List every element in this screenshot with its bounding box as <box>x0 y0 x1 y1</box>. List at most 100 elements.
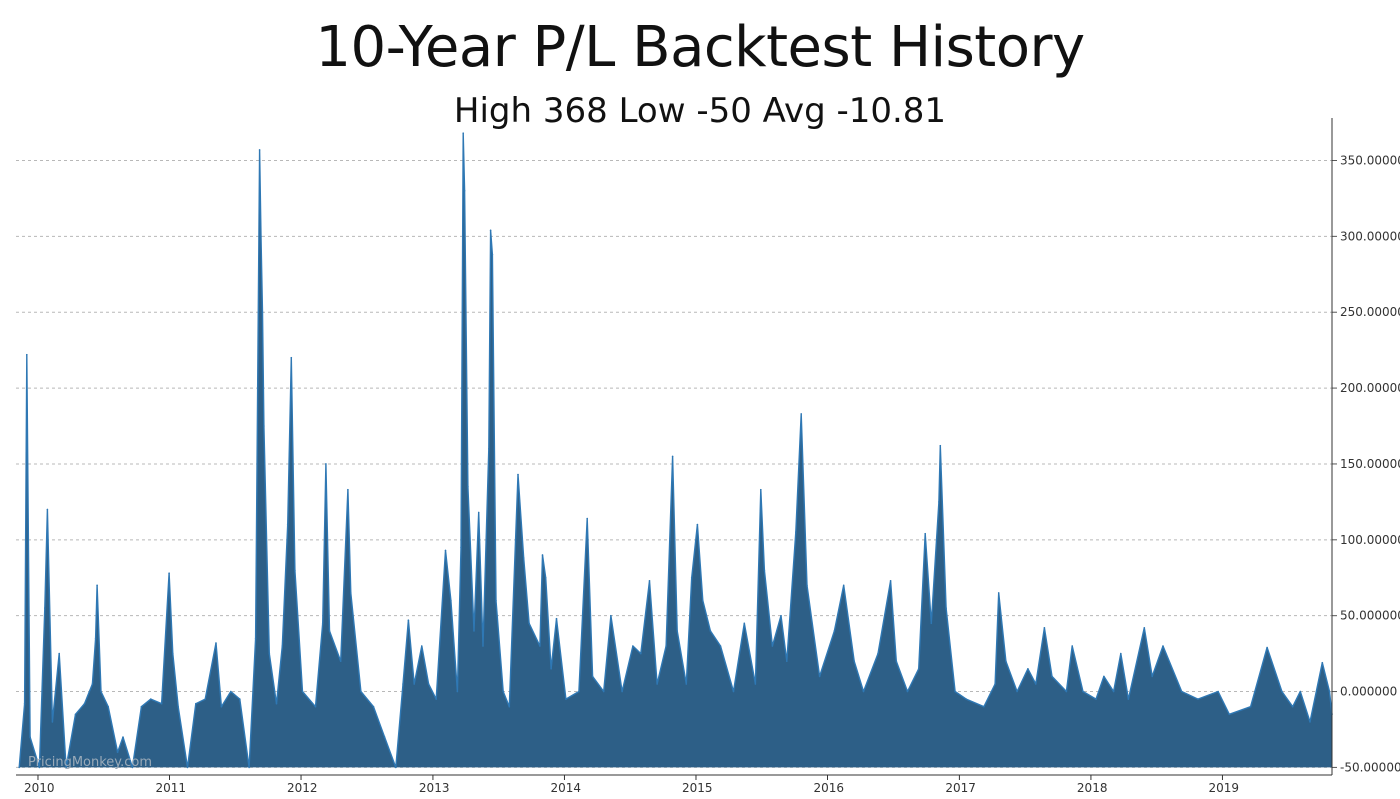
data-point <box>38 766 41 769</box>
data-point <box>541 554 544 556</box>
data-point <box>122 736 124 738</box>
chart-title: 10-Year P/L Backtest History <box>315 15 1085 80</box>
data-point <box>489 229 492 232</box>
data-point <box>301 690 304 693</box>
data-point <box>1299 690 1302 693</box>
data-point <box>696 523 699 526</box>
data-point <box>339 660 342 662</box>
x-tick-label: 2019 <box>1208 781 1239 795</box>
data-point <box>150 698 152 700</box>
data-point <box>261 311 264 314</box>
data-point <box>350 592 352 594</box>
data-point <box>895 660 898 662</box>
data-point <box>754 683 757 685</box>
series-area <box>19 133 1333 768</box>
data-point <box>383 736 386 738</box>
data-point <box>321 622 324 625</box>
data-point <box>818 675 821 678</box>
data-point <box>1027 668 1029 670</box>
y-tick-label: 250.000000 <box>1340 305 1400 319</box>
y-tick-label: 300.000000 <box>1340 229 1400 243</box>
data-point <box>131 766 134 769</box>
data-point <box>258 149 261 151</box>
y-tick-label: -50.000000 <box>1340 760 1400 774</box>
data-point <box>46 508 49 511</box>
x-tick-label: 2016 <box>814 781 845 795</box>
data-point <box>795 531 797 533</box>
data-point <box>877 652 879 655</box>
data-point <box>491 253 494 256</box>
data-point <box>1051 675 1053 678</box>
data-point <box>1112 690 1115 693</box>
x-tick-label: 2012 <box>287 781 318 795</box>
data-point <box>743 622 746 625</box>
y-tick-label: 100.000000 <box>1340 533 1400 547</box>
data-point <box>640 652 642 655</box>
data-point <box>1249 705 1252 708</box>
data-point <box>1228 713 1231 716</box>
data-point <box>702 599 704 602</box>
data-point <box>1095 698 1097 700</box>
y-tick-label: 150.000000 <box>1340 457 1400 471</box>
data-point <box>421 645 423 647</box>
data-point <box>186 766 189 769</box>
data-point <box>1043 627 1046 629</box>
data-point <box>482 645 484 647</box>
data-point <box>806 584 808 587</box>
data-point <box>997 592 1000 594</box>
data-point <box>100 690 102 693</box>
data-point <box>44 607 46 609</box>
data-point <box>160 702 163 705</box>
data-point <box>51 721 54 723</box>
data-point <box>544 576 547 579</box>
data-point <box>1127 698 1130 700</box>
data-point <box>1266 646 1268 649</box>
data-point <box>1005 660 1007 662</box>
data-point <box>842 584 845 587</box>
data-point <box>140 705 143 708</box>
data-point <box>91 683 94 685</box>
data-point <box>954 690 956 693</box>
data-point <box>676 630 678 632</box>
data-point <box>924 532 926 535</box>
data-point <box>539 645 541 647</box>
data-point <box>395 766 397 769</box>
data-point <box>1143 627 1146 629</box>
data-point <box>18 766 21 769</box>
data-point <box>786 660 788 662</box>
data-point <box>1180 690 1183 693</box>
data-point <box>460 546 462 549</box>
chart-subtitle: High 368 Low -50 Avg -10.81 <box>453 91 947 131</box>
data-point <box>1065 690 1068 693</box>
data-point <box>1071 645 1073 647</box>
data-point <box>833 630 836 632</box>
data-point <box>760 488 762 491</box>
y-tick-label: 350.000000 <box>1340 153 1400 167</box>
y-tick-label: 0.000000 <box>1340 685 1397 699</box>
data-point <box>215 642 217 644</box>
x-tick-label: 2013 <box>419 781 450 795</box>
data-point <box>800 413 802 415</box>
data-point <box>239 698 241 700</box>
x-tick-label: 2018 <box>1077 781 1108 795</box>
data-point <box>1016 690 1018 693</box>
data-point <box>1082 690 1084 693</box>
data-point <box>1103 675 1105 678</box>
data-point <box>325 463 327 465</box>
data-point <box>945 607 947 609</box>
data-point <box>275 702 278 705</box>
data-point <box>983 705 985 708</box>
data-point <box>107 705 109 708</box>
data-point <box>665 645 667 647</box>
data-point <box>709 630 712 632</box>
data-point <box>83 702 86 705</box>
data-point <box>1151 675 1153 678</box>
data-point <box>94 637 97 640</box>
data-point <box>1162 645 1164 647</box>
watermark: PricingMonkey.com <box>28 755 152 770</box>
data-point <box>473 630 475 632</box>
data-point <box>771 645 774 647</box>
x-tick-label: 2017 <box>945 781 976 795</box>
data-point <box>248 766 250 769</box>
